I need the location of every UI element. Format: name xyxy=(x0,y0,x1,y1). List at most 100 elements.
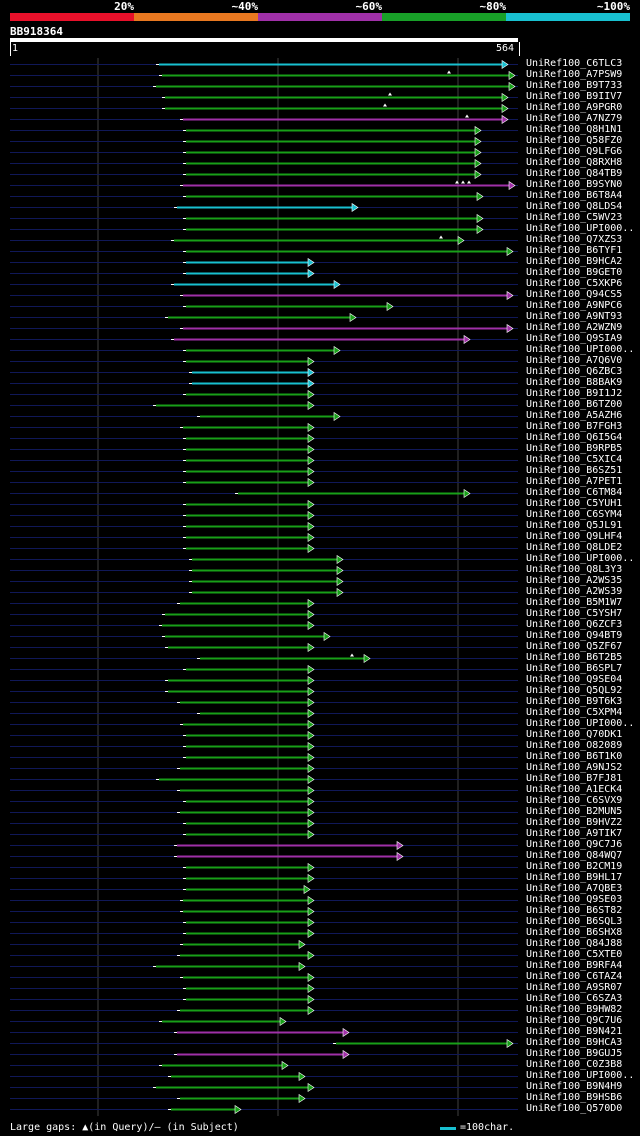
hit-label[interactable]: UniRef100_A9TIK7 xyxy=(526,828,623,839)
hit-label[interactable]: UniRef100_C5XPM4 xyxy=(526,707,623,718)
hit-label[interactable]: UniRef100_C6TAZ4 xyxy=(526,971,623,982)
hit-label[interactable]: UniRef100_Q84TB9 xyxy=(526,168,623,179)
hit-label[interactable]: UniRef100_B6SHX8 xyxy=(526,927,623,938)
hit-label[interactable]: UniRef100_B6TZ00 xyxy=(526,399,623,410)
hit-label[interactable]: UniRef100_Q570D0 xyxy=(526,1103,623,1114)
hit-label[interactable]: UniRef100_A1ECK4 xyxy=(526,784,623,795)
hit-label[interactable]: UniRef100_B9I1J2 xyxy=(526,388,623,399)
hit-label[interactable]: UniRef100_A2WZN9 xyxy=(526,322,623,333)
hit-label[interactable]: UniRef100_Q9SE04 xyxy=(526,674,623,685)
hit-label[interactable]: UniRef100_B7FJ81 xyxy=(526,773,623,784)
hit-label[interactable]: UniRef100_Q58FZ0 xyxy=(526,135,623,146)
hit-label[interactable]: UniRef100_C5YSH7 xyxy=(526,608,623,619)
hit-label[interactable]: UniRef100_Q9LFG6 xyxy=(526,146,623,157)
hit-label[interactable]: UniRef100_Q5JL91 xyxy=(526,520,623,531)
hit-label[interactable]: UniRef100_A7Q6V0 xyxy=(526,355,623,366)
hit-label[interactable]: UniRef100_B9GET0 xyxy=(526,267,623,278)
hit-label[interactable]: UniRef100_B6TYF1 xyxy=(526,245,623,256)
hit-label[interactable]: UniRef100_C6TM84 xyxy=(526,487,623,498)
hit-label[interactable]: UniRef100_C5XTE0 xyxy=(526,949,623,960)
hit-arrowhead xyxy=(307,466,315,477)
hit-label[interactable]: UniRef100_A5AZH6 xyxy=(526,410,623,421)
hit-label[interactable]: UniRef100_B7FGH3 xyxy=(526,421,623,432)
hit-label[interactable]: UniRef100_A7PSW9 xyxy=(526,69,623,80)
hit-label[interactable]: UniRef100_C6SVX9 xyxy=(526,795,623,806)
hit-label[interactable]: UniRef100_A7QBE3 xyxy=(526,883,623,894)
hit-label[interactable]: UniRef100_B9N421 xyxy=(526,1026,623,1037)
hit-label[interactable]: UniRef100_B9T733 xyxy=(526,80,623,91)
hit-label[interactable]: UniRef100_Q6ZBC3 xyxy=(526,366,623,377)
hit-label[interactable]: UniRef100_Q84WQ7 xyxy=(526,850,623,861)
hit-label[interactable]: UniRef100_B6SZ51 xyxy=(526,465,623,476)
hit-label[interactable]: UniRef100_B6SPL7 xyxy=(526,663,623,674)
hit-label[interactable]: UniRef100_C5XIC4 xyxy=(526,454,623,465)
hit-label[interactable]: UniRef100_B6T1K0 xyxy=(526,751,623,762)
hit-label[interactable]: UniRef100_Q8L3Y3 xyxy=(526,564,623,575)
hit-label[interactable]: UniRef100_B9RFA4 xyxy=(526,960,623,971)
hit-label[interactable]: UniRef100_B6ST82 xyxy=(526,905,623,916)
hit-label[interactable]: UniRef100_Q5ZF67 xyxy=(526,641,623,652)
hit-label[interactable]: UniRef100_Q7XZS3 xyxy=(526,234,623,245)
hit-label[interactable]: UniRef100_A9NPC6 xyxy=(526,300,623,311)
hit-label[interactable]: UniRef100_A2WS35 xyxy=(526,575,623,586)
hit-label[interactable]: UniRef100_A7PET1 xyxy=(526,476,623,487)
hit-label[interactable]: UniRef100_B9IIV7 xyxy=(526,91,623,102)
hit-label[interactable]: UniRef100_C5YUH1 xyxy=(526,498,623,509)
hit-label[interactable]: UniRef100_Q70DK1 xyxy=(526,729,623,740)
hit-label[interactable]: UniRef100_UPI000.. xyxy=(526,718,635,729)
hit-label[interactable]: UniRef100_C6TLC3 xyxy=(526,58,623,69)
hit-label[interactable]: UniRef100_B9GUJ5 xyxy=(526,1048,623,1059)
hit-label[interactable]: UniRef100_Q6I5G4 xyxy=(526,432,623,443)
hit-label[interactable]: UniRef100_B9HL17 xyxy=(526,872,623,883)
hit-label[interactable]: UniRef100_B2MUN5 xyxy=(526,806,623,817)
hit-label[interactable]: UniRef100_C5XKP6 xyxy=(526,278,623,289)
hit-label[interactable]: UniRef100_C0Z3B8 xyxy=(526,1059,623,1070)
hit-label[interactable]: UniRef100_B2CM19 xyxy=(526,861,623,872)
hit-label[interactable]: UniRef100_A9NT93 xyxy=(526,311,623,322)
hit-label[interactable]: UniRef100_Q9SIA9 xyxy=(526,333,623,344)
hit-label[interactable]: UniRef100_A7NZ79 xyxy=(526,113,623,124)
hit-label[interactable]: UniRef100_UPI000.. xyxy=(526,223,635,234)
hit-label[interactable]: UniRef100_Q9C7U6 xyxy=(526,1015,623,1026)
hit-label[interactable]: UniRef100_A9SR07 xyxy=(526,982,623,993)
hit-label[interactable]: UniRef100_B9T6K3 xyxy=(526,696,623,707)
hit-arrowhead xyxy=(457,235,465,246)
hit-arrowhead xyxy=(307,719,315,730)
hit-label[interactable]: UniRef100_Q8H1N1 xyxy=(526,124,623,135)
hit-label[interactable]: UniRef100_B9N4H9 xyxy=(526,1081,623,1092)
hit-label[interactable]: UniRef100_C6SYM4 xyxy=(526,509,623,520)
hit-label[interactable]: UniRef100_B6SQL3 xyxy=(526,916,623,927)
hit-label[interactable]: UniRef100_B6T8A4 xyxy=(526,190,623,201)
hit-label[interactable]: UniRef100_UPI000.. xyxy=(526,344,635,355)
hit-label[interactable]: UniRef100_B9HW82 xyxy=(526,1004,623,1015)
hit-label[interactable]: UniRef100_O82089 xyxy=(526,740,623,751)
hit-label[interactable]: UniRef100_Q9LHF4 xyxy=(526,531,623,542)
hit-label[interactable]: UniRef100_B6T2B5 xyxy=(526,652,623,663)
hit-label[interactable]: UniRef100_B9HCA3 xyxy=(526,1037,623,1048)
hit-label[interactable]: UniRef100_B9RPB5 xyxy=(526,443,623,454)
hit-label[interactable]: UniRef100_Q8LDE2 xyxy=(526,542,623,553)
hit-label[interactable]: UniRef100_B8BAK9 xyxy=(526,377,623,388)
hit-label[interactable]: UniRef100_B9HCA2 xyxy=(526,256,623,267)
hit-label[interactable]: UniRef100_C5WV23 xyxy=(526,212,623,223)
hit-label[interactable]: UniRef100_Q6ZCF3 xyxy=(526,619,623,630)
hit-label[interactable]: UniRef100_Q5QL92 xyxy=(526,685,623,696)
hit-label[interactable]: UniRef100_Q94BT9 xyxy=(526,630,623,641)
hit-label[interactable]: UniRef100_Q9C7J6 xyxy=(526,839,623,850)
hit-label[interactable]: UniRef100_UPI000.. xyxy=(526,1070,635,1081)
hit-label[interactable]: UniRef100_Q84J88 xyxy=(526,938,623,949)
hit-label[interactable]: UniRef100_A9NJS2 xyxy=(526,762,623,773)
hit-label[interactable]: UniRef100_C6SZA3 xyxy=(526,993,623,1004)
hit-label[interactable]: UniRef100_B9HSB6 xyxy=(526,1092,623,1103)
hit-label[interactable]: UniRef100_B9HVZ2 xyxy=(526,817,623,828)
hit-label[interactable]: UniRef100_Q8RXH8 xyxy=(526,157,623,168)
hit-label[interactable]: UniRef100_B9SYN0 xyxy=(526,179,623,190)
hit-label[interactable]: UniRef100_UPI000.. xyxy=(526,553,635,564)
hit-label[interactable]: UniRef100_A2WS39 xyxy=(526,586,623,597)
hit-arrowhead xyxy=(307,994,315,1005)
hit-label[interactable]: UniRef100_A9PGR0 xyxy=(526,102,623,113)
hit-label[interactable]: UniRef100_Q94CS5 xyxy=(526,289,623,300)
hit-label[interactable]: UniRef100_Q9SE03 xyxy=(526,894,623,905)
hit-label[interactable]: UniRef100_Q8LDS4 xyxy=(526,201,623,212)
hit-label[interactable]: UniRef100_B5M1W7 xyxy=(526,597,623,608)
